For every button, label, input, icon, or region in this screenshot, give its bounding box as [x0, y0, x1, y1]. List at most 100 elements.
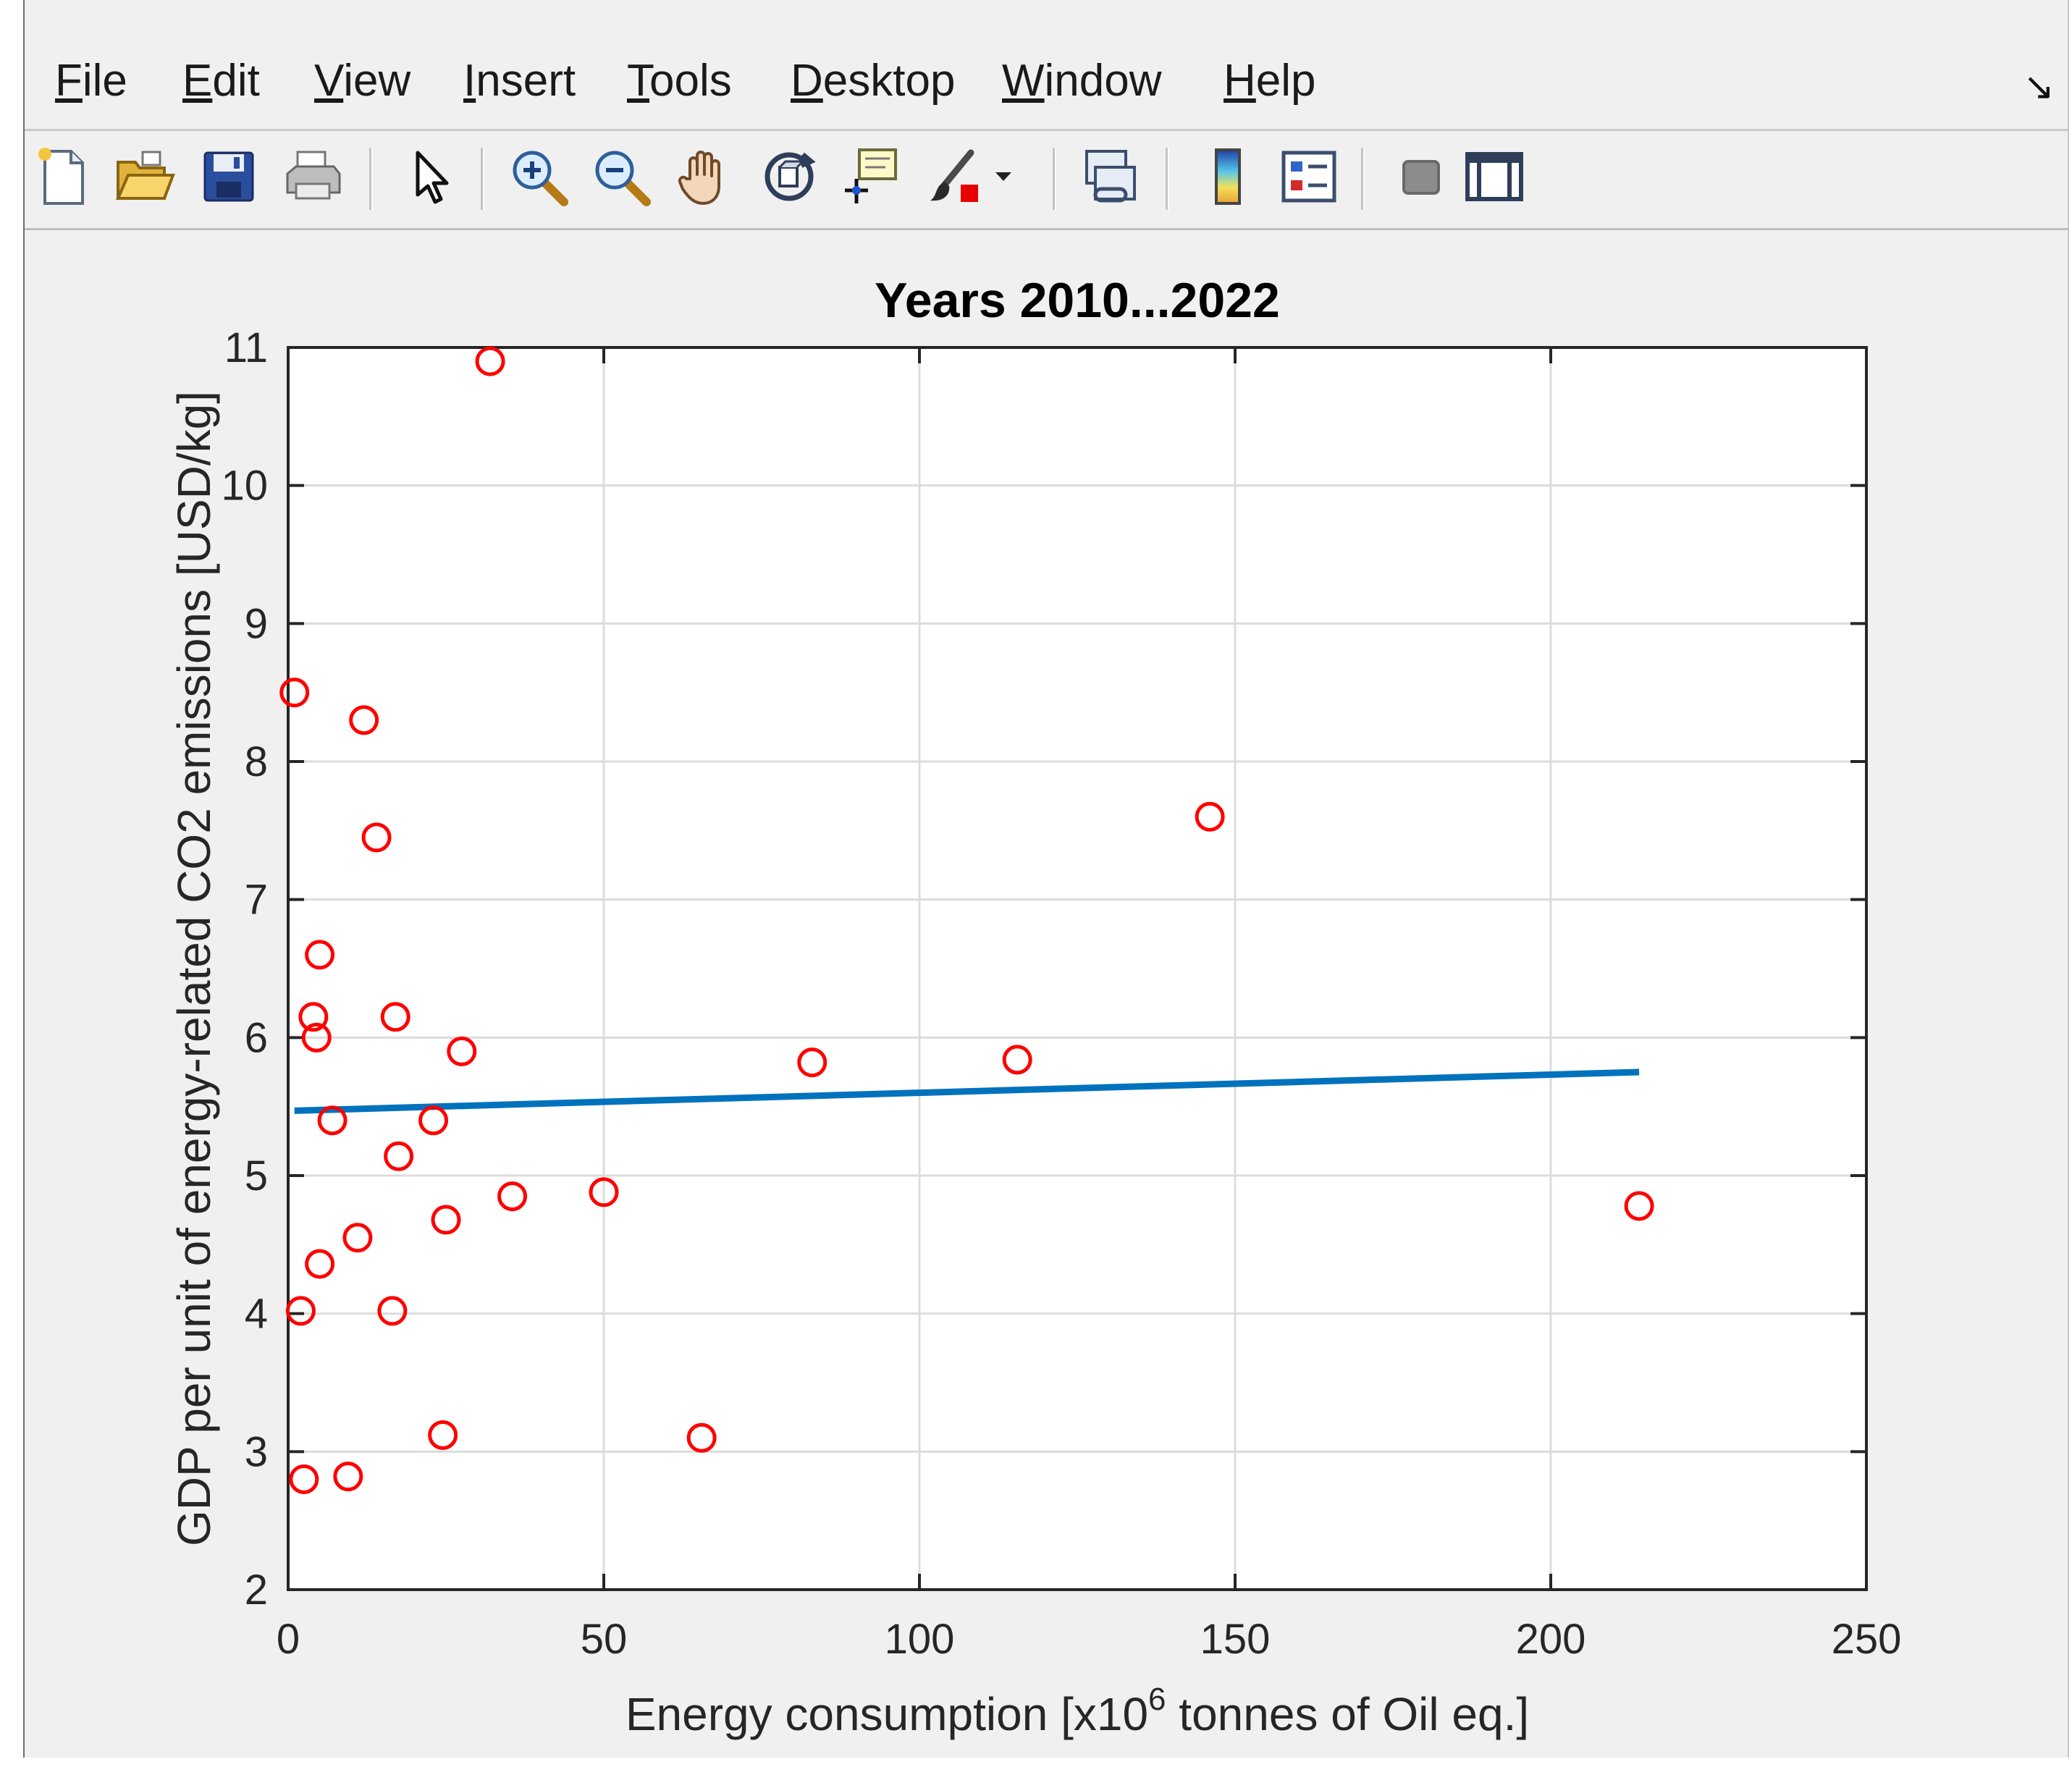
chart-title: Years 2010...2022 — [875, 273, 1280, 328]
menu-edit[interactable]: Edit — [182, 55, 260, 106]
y-axis-label: GDP per unit of energy-related CO2 emiss… — [168, 391, 220, 1546]
x-tick-label: 200 — [1516, 1616, 1586, 1663]
data-point-marker[interactable] — [301, 1022, 332, 1053]
figure-toolbar — [25, 132, 2068, 226]
brush-icon[interactable] — [919, 142, 989, 211]
menu-insert-label: nsert — [476, 56, 576, 106]
fit-line — [294, 1068, 1640, 1114]
menu-desktop-label: esktop — [822, 56, 956, 106]
dock-figure-icon[interactable]: ↘ — [2023, 66, 2055, 108]
menu-edit-label: dit — [212, 56, 260, 106]
x-axis-label-prefix: Energy consumption [x10 — [626, 1688, 1148, 1740]
axes-box — [287, 346, 1868, 1591]
hide-plot-tools-icon[interactable] — [1386, 142, 1455, 211]
x-axis-label: Energy consumption [x106 tonnes of Oil e… — [626, 1682, 1529, 1740]
zoom-in-icon[interactable] — [504, 142, 573, 211]
y-tick-label: 9 — [245, 600, 268, 647]
data-point-marker[interactable] — [589, 1177, 619, 1207]
menu-tools-mnemonic: T — [627, 56, 649, 106]
brush-dropdown-icon[interactable] — [987, 142, 1019, 211]
y-tick-label: 11 — [224, 324, 268, 371]
y-tick-label: 6 — [245, 1014, 268, 1061]
data-point-marker[interactable] — [298, 1002, 329, 1032]
data-point-marker[interactable] — [384, 1141, 414, 1171]
print-icon[interactable] — [278, 142, 348, 211]
x-axis-label-superscript: 6 — [1148, 1682, 1166, 1717]
edit-plot-arrow-icon[interactable] — [394, 142, 463, 211]
menu-file-label: ile — [82, 56, 127, 106]
regression-line[interactable] — [294, 1068, 1640, 1114]
data-point-marker[interactable] — [797, 1047, 827, 1078]
menu-help[interactable]: Help — [1224, 55, 1316, 106]
data-point-marker[interactable] — [289, 1464, 319, 1494]
menu-window-label: indow — [1044, 56, 1162, 106]
toolbar-separator — [481, 148, 484, 210]
menu-tools[interactable]: Tools — [627, 55, 732, 106]
data-point-marker[interactable] — [497, 1181, 528, 1212]
toolbar-separator — [1166, 148, 1169, 210]
data-point-marker[interactable] — [686, 1422, 717, 1453]
figure-window: File Edit View Insert Tools Desktop Wind… — [23, 0, 2069, 1758]
new-figure-icon[interactable] — [29, 142, 98, 211]
x-tick-label: 150 — [1200, 1616, 1271, 1663]
menu-desktop[interactable]: Desktop — [791, 55, 955, 106]
data-point-marker[interactable] — [305, 940, 335, 970]
menu-divider — [25, 129, 2068, 131]
x-tick-label: 250 — [1832, 1616, 1902, 1663]
menu-bar: File Edit View Insert Tools Desktop Wind… — [25, 35, 2068, 129]
open-file-icon[interactable] — [110, 142, 180, 211]
show-plot-tools-icon[interactable] — [1460, 142, 1529, 211]
data-point-marker[interactable] — [333, 1462, 363, 1492]
data-point-marker[interactable] — [317, 1105, 348, 1136]
menu-view[interactable]: View — [314, 55, 410, 106]
data-point-marker[interactable] — [1624, 1191, 1654, 1221]
data-cursor-icon[interactable] — [835, 142, 905, 211]
menu-file-mnemonic: F — [55, 56, 83, 106]
x-tick-label: 50 — [581, 1616, 628, 1663]
y-tick-label: 2 — [245, 1566, 268, 1614]
menu-window[interactable]: Window — [1002, 55, 1162, 106]
data-point-marker[interactable] — [447, 1036, 477, 1066]
data-point-marker[interactable] — [377, 1296, 408, 1326]
data-point-marker[interactable] — [1002, 1045, 1032, 1075]
data-point-marker[interactable] — [475, 346, 505, 376]
pan-hand-icon[interactable] — [670, 142, 740, 211]
figure-canvas: 0 50 100 150 200 250 2 3 4 5 6 7 8 9 10 11 Years 2010..… — [168, 273, 1901, 1740]
save-icon[interactable] — [194, 142, 264, 211]
data-point-marker[interactable] — [428, 1420, 458, 1450]
data-point-marker[interactable] — [349, 705, 379, 735]
axes-background[interactable] — [288, 347, 1866, 1590]
menu-window-mnemonic: W — [1002, 56, 1045, 106]
data-point-marker[interactable] — [285, 1296, 316, 1326]
data-point-marker[interactable] — [418, 1105, 449, 1136]
x-tick-label: 100 — [885, 1616, 955, 1663]
y-tick-label: 8 — [245, 738, 268, 785]
data-point-marker[interactable] — [380, 1002, 410, 1032]
colorbar-icon[interactable] — [1193, 142, 1263, 211]
menu-desktop-mnemonic: D — [791, 56, 823, 106]
menu-help-mnemonic: H — [1224, 56, 1256, 106]
data-point-marker[interactable] — [342, 1223, 373, 1253]
link-plot-icon[interactable] — [1076, 142, 1145, 211]
data-point-marker[interactable] — [279, 678, 310, 708]
x-axis-label-suffix: tonnes of Oil eq.] — [1166, 1688, 1530, 1740]
menu-tools-label: ools — [649, 56, 732, 106]
data-points — [279, 346, 1654, 1494]
data-point-marker[interactable] — [361, 822, 392, 853]
y-tick-label: 3 — [245, 1428, 268, 1475]
rotate-3d-icon[interactable] — [754, 142, 824, 211]
toolbar-separator — [369, 148, 373, 210]
data-point-marker[interactable] — [431, 1205, 461, 1235]
y-tick-label: 10 — [221, 463, 268, 510]
data-point-marker[interactable] — [1195, 801, 1225, 832]
data-point-marker[interactable] — [305, 1249, 335, 1279]
axis-ticks: 0 50 100 150 200 250 2 3 4 5 6 7 8 9 10 11 — [221, 324, 1901, 1663]
toolbar-separator — [1361, 148, 1365, 210]
zoom-out-icon[interactable] — [586, 142, 656, 211]
legend-icon[interactable] — [1274, 142, 1344, 211]
menu-insert[interactable]: Insert — [463, 55, 576, 106]
menu-file[interactable]: File — [55, 55, 127, 106]
y-tick-label: 4 — [245, 1291, 268, 1338]
menu-edit-mnemonic: E — [182, 56, 213, 106]
menu-view-label: iew — [343, 56, 411, 106]
